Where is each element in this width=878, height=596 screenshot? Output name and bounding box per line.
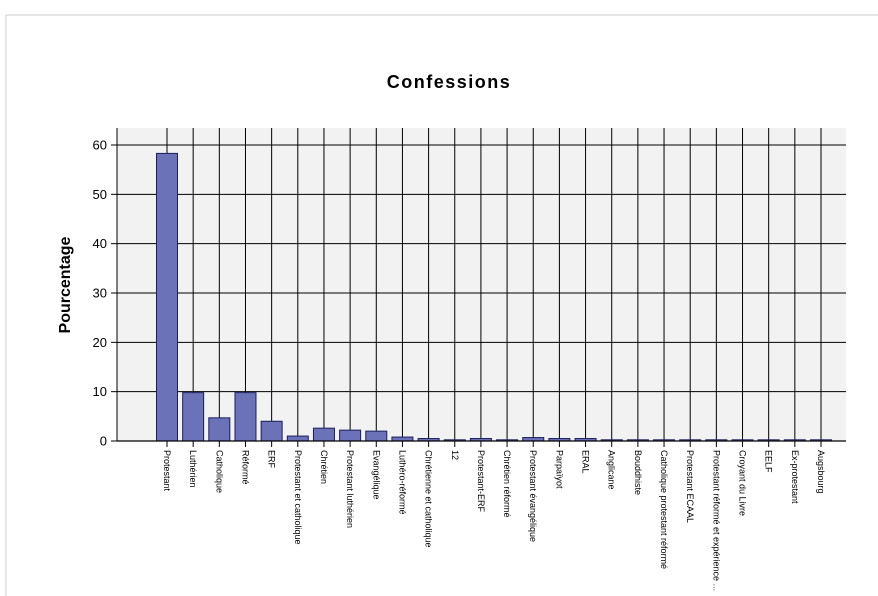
bar-5 <box>260 420 283 442</box>
y-tick-label: 30 <box>93 286 107 301</box>
x-category-label: Protestant et catholique <box>293 450 303 545</box>
x-category-label: Catholique <box>214 450 224 493</box>
chart-title: Confessions <box>387 72 512 92</box>
y-tick-label: 40 <box>93 236 107 251</box>
x-category-label: Luthérien <box>188 450 198 488</box>
y-tick-label: 60 <box>93 138 107 153</box>
x-category-label: Chrétienne et catholique <box>424 450 434 548</box>
x-category-label: Ex-protestant <box>790 450 800 504</box>
bar-6 <box>286 435 309 442</box>
y-tick-label: 10 <box>93 384 107 399</box>
x-category-label: Chrétien <box>319 450 329 484</box>
bar-4 <box>234 392 257 442</box>
x-category-label: Protestant évangélique <box>528 450 538 542</box>
x-category-label: Protestant ECAAL <box>685 450 695 523</box>
x-category-label: ERF <box>267 450 277 469</box>
plot-background <box>117 128 846 441</box>
bar-2 <box>182 392 205 442</box>
y-tick-label: 50 <box>93 187 107 202</box>
y-tick-label: 0 <box>100 434 107 449</box>
x-category-label: Croyant du Livre <box>738 450 748 516</box>
x-category-label: Parpaïyot <box>554 450 564 489</box>
x-category-label: Luthéro-réformé <box>397 450 407 515</box>
x-category-label: EELF <box>764 450 774 473</box>
y-tick-labels: 0 10 20 30 40 50 60 <box>93 138 107 449</box>
x-category-label: Anglicane <box>607 450 617 490</box>
bar-7 <box>312 427 335 442</box>
axes <box>111 128 846 442</box>
x-category-label: Evangélique <box>371 450 381 500</box>
x-category-label: Protestant réformé et expérience ... <box>711 450 721 591</box>
x-category-label: Catholique protestant réformé <box>659 450 669 569</box>
bar-8 <box>339 429 362 442</box>
x-category-label: Réformé <box>240 450 250 485</box>
bar-1 <box>156 152 178 442</box>
x-category-label: ERAL <box>581 450 591 474</box>
plot-area <box>117 128 846 441</box>
y-tick-label: 20 <box>93 335 107 350</box>
x-category-label: Protestant <box>162 450 172 492</box>
bar-3 <box>208 417 231 442</box>
x-category-label: 12 <box>450 450 460 460</box>
x-category-label: Protestant-ERF <box>476 450 486 513</box>
bar-9 <box>365 430 388 442</box>
y-axis-label: Pourcentage <box>57 236 74 333</box>
x-category-label: Chrétien réformé <box>502 450 512 518</box>
x-category-label: Protestant luthérien <box>345 450 355 528</box>
x-category-labels: Protestant Luthérien Catholique Réformé ERF P… <box>162 450 826 591</box>
x-category-label: Augsbourg <box>816 450 826 494</box>
x-category-label: Bouddhiste <box>633 450 643 495</box>
